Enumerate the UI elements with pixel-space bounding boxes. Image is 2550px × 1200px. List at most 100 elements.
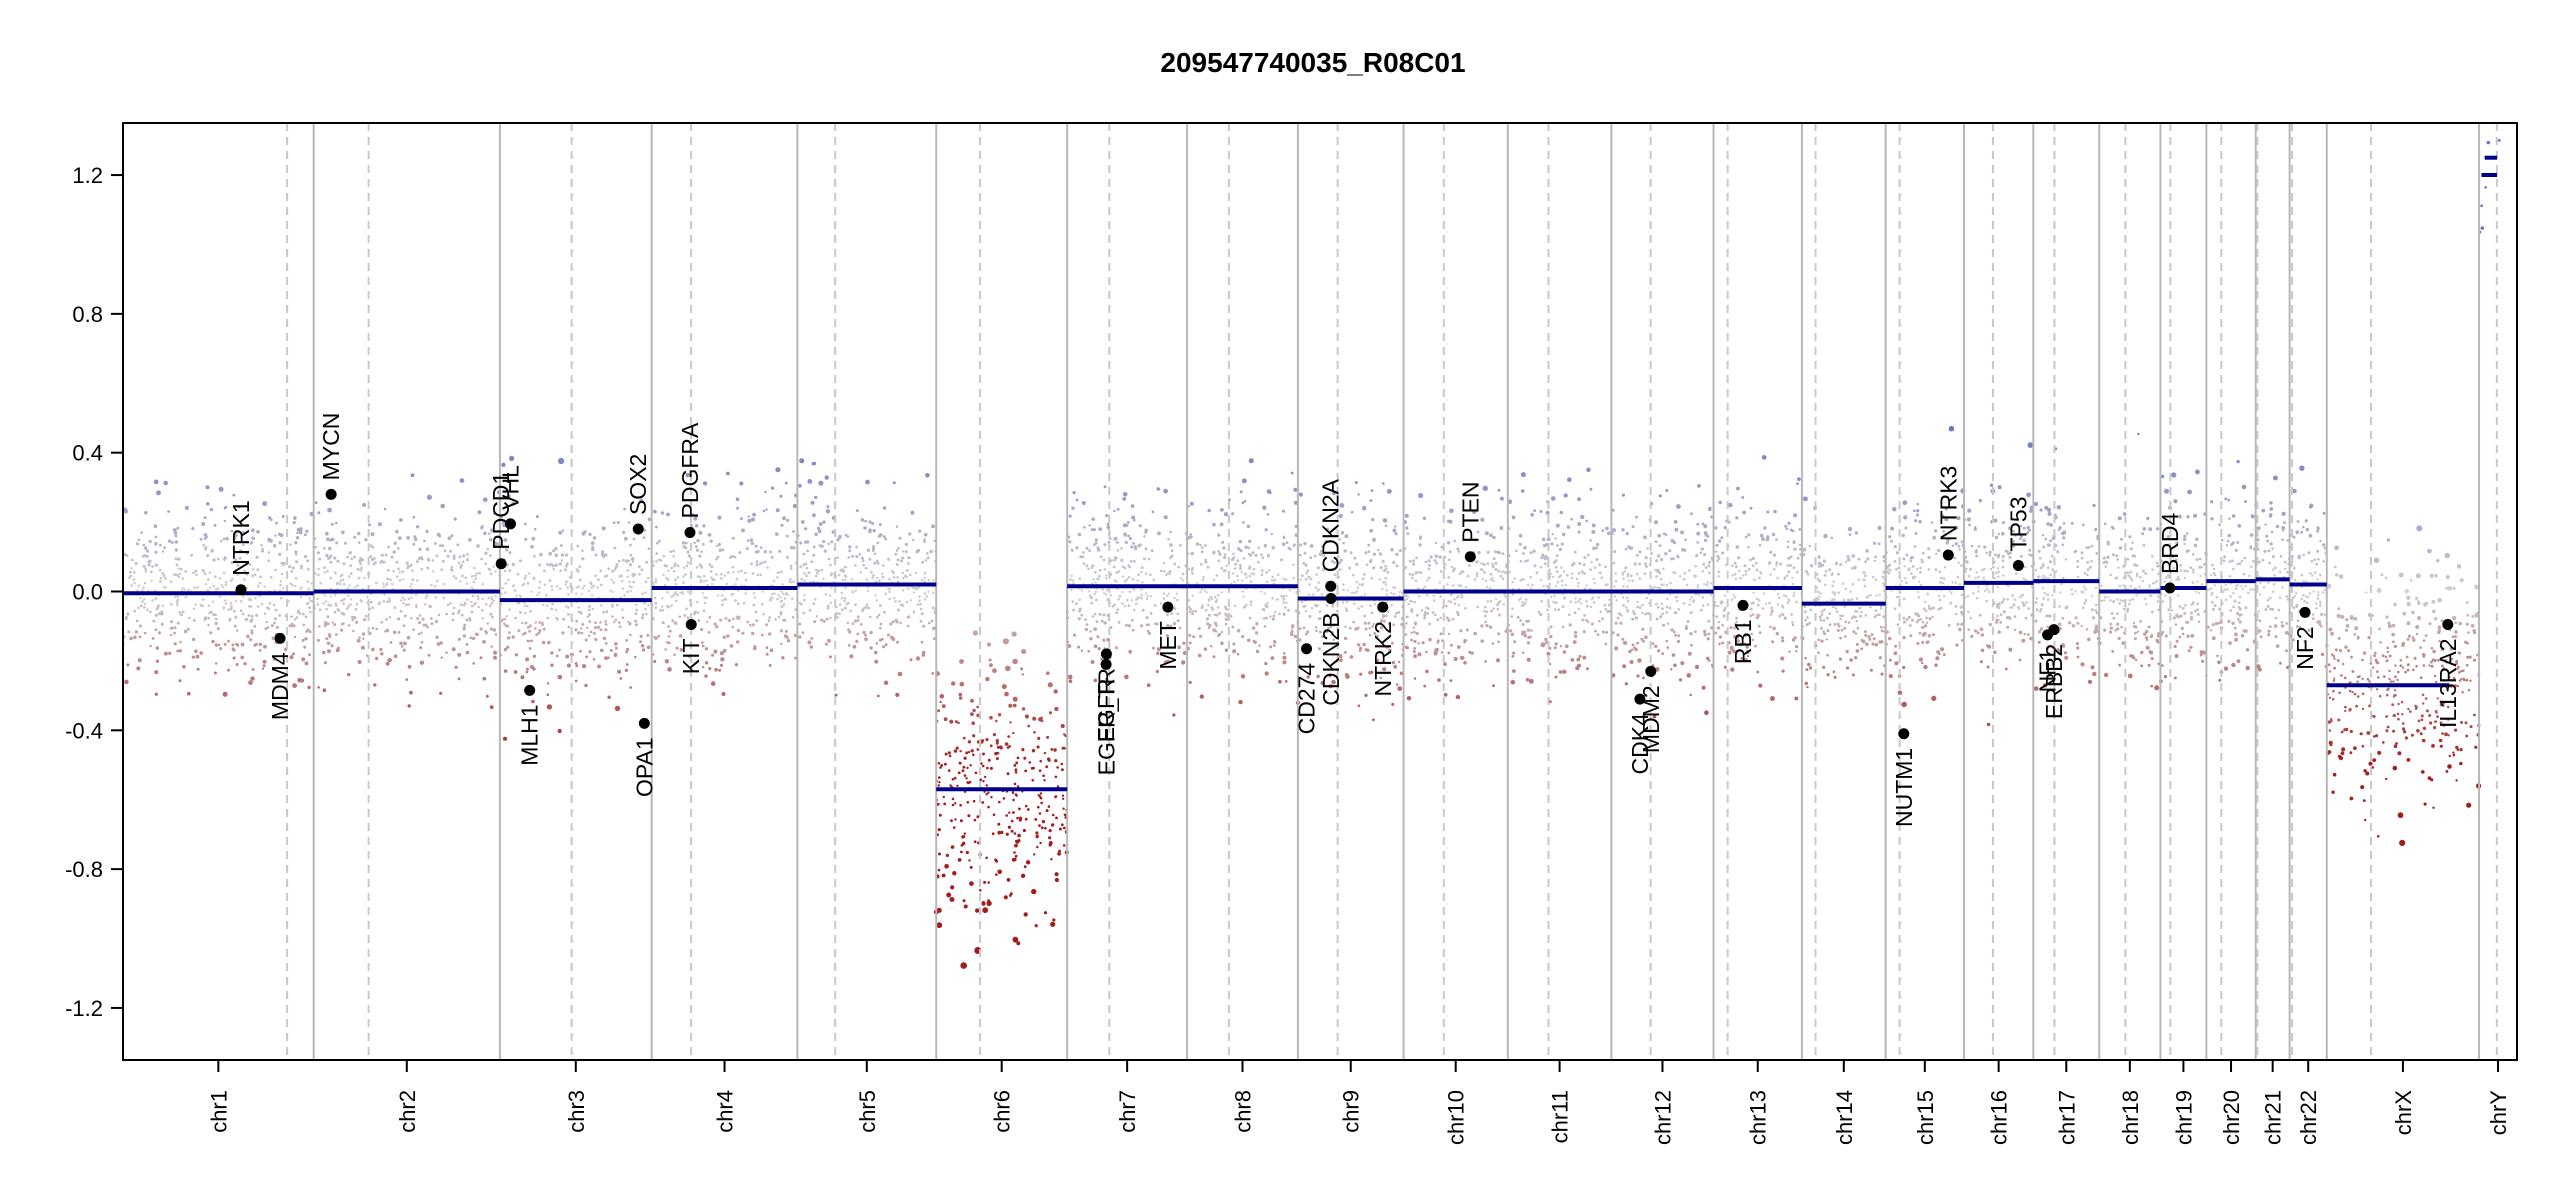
gene-point-EGFR xyxy=(1100,658,1112,670)
gene-point-VHL xyxy=(504,518,516,530)
gene-KIT: KIT xyxy=(678,618,704,674)
gene-label-MYCN: MYCN xyxy=(318,413,344,481)
gene-label-MLH1: MLH1 xyxy=(517,704,543,765)
x-tick-label-chr15: chr15 xyxy=(1913,1090,1938,1145)
probe-dots-chr16 xyxy=(1962,442,2035,727)
gene-point-CDKN2A xyxy=(1325,580,1337,592)
y-tick-label: -1.2 xyxy=(65,996,103,1021)
gene-point-MDM4 xyxy=(274,632,286,644)
gene-NF2: NF2 xyxy=(2292,606,2318,670)
gene-CDKN2A: CDKN2A xyxy=(1318,478,1344,592)
gene-MLH1: MLH1 xyxy=(517,684,543,766)
probe-dots-chr4 xyxy=(650,467,798,696)
gene-label-PDCD1: PDCD1 xyxy=(488,472,514,550)
gene-point-KIT xyxy=(685,618,697,630)
gene-RB1: RB1 xyxy=(1730,599,1756,664)
x-tick-label-chr13: chr13 xyxy=(1746,1090,1771,1145)
gene-CD274: CD274 xyxy=(1294,643,1320,734)
gene-label-NF2: NF2 xyxy=(2292,626,2318,669)
y-tick-label: 0.0 xyxy=(72,580,103,605)
gene-point-PDCD1 xyxy=(495,558,507,570)
gene-NTRK1: NTRK1 xyxy=(228,500,254,596)
gene-label-PTEN: PTEN xyxy=(1457,481,1483,542)
gene-label-MDM4: MDM4 xyxy=(267,652,293,720)
gene-point-PTEN xyxy=(1464,551,1476,563)
x-tick-label-chr10: chr10 xyxy=(1444,1090,1469,1145)
gene-label-BRD4: BRD4 xyxy=(2157,512,2183,574)
gene-point-PDGFRA xyxy=(684,527,696,539)
gene-label-NTRK2: NTRK2 xyxy=(1370,621,1396,696)
gene-NTRK2: NTRK2 xyxy=(1370,601,1396,697)
gene-point-MYCN xyxy=(325,488,337,500)
gene-point-ERBB2 xyxy=(2048,624,2060,636)
probe-dots-chr8 xyxy=(1186,458,1299,705)
segments-layer xyxy=(123,155,2498,792)
gene-point-BRD4 xyxy=(2164,582,2176,594)
gene-point-SOX2 xyxy=(632,523,644,535)
x-tick-label-chrY: chrY xyxy=(2486,1090,2511,1136)
y-tick-label: -0.8 xyxy=(65,857,103,882)
y-axis: -1.2 -0.8 -0.4 0.0 0.4 0.8 1.2 xyxy=(65,163,123,1021)
gene-point-EGFR_TR xyxy=(1100,648,1112,660)
gene-label-EGFR_TR: EGFR_TR xyxy=(1093,668,1119,775)
x-tick-label-chr16: chr16 xyxy=(1987,1090,2012,1145)
y-tick-label: 0.4 xyxy=(72,441,103,466)
probe-dots-chr2 xyxy=(312,473,502,709)
gene-label-OPA1: OPA1 xyxy=(631,737,657,797)
gene-point-CDKN2B xyxy=(1325,592,1337,604)
probe-dots-chr7 xyxy=(1065,485,1189,717)
gene-label-MDM2: MDM2 xyxy=(1638,685,1664,753)
gene-BRD4: BRD4 xyxy=(2157,512,2183,594)
gene-PTEN: PTEN xyxy=(1457,481,1483,563)
gene-label-CDKN2A: CDKN2A xyxy=(1318,478,1344,572)
gene-MET: MET xyxy=(1155,601,1181,670)
probe-dots-chr18 xyxy=(2097,432,2162,691)
gene-label-SOX2: SOX2 xyxy=(625,454,651,515)
gene-MYCN: MYCN xyxy=(318,413,344,500)
y-tick-label: -0.4 xyxy=(65,718,103,743)
gene-NF1: NF1 xyxy=(2035,629,2061,692)
gene-label-PDGFRA: PDGFRA xyxy=(677,422,703,519)
probe-dots-chr13 xyxy=(1713,455,1803,701)
x-tick-label-chr1: chr1 xyxy=(206,1090,231,1133)
gene-label-KIT: KIT xyxy=(678,638,704,674)
probe-dots-chr21 xyxy=(2254,475,2292,672)
x-tick-label-chr5: chr5 xyxy=(855,1090,880,1133)
gene-label-NUTM1: NUTM1 xyxy=(1891,748,1917,827)
gene-NTRK3: NTRK3 xyxy=(1935,466,1961,561)
gene-point-OPA1 xyxy=(638,717,650,729)
gene-label-VHL: VHL xyxy=(497,465,523,510)
x-tick-label-chr6: chr6 xyxy=(990,1090,1015,1133)
gene-PDGFRA: PDGFRA xyxy=(677,422,703,539)
gene-label-ERBB2: ERBB2 xyxy=(2041,644,2067,719)
gene-point-NF2 xyxy=(2299,606,2311,618)
probe-dots-chr19 xyxy=(2159,469,2208,684)
gene-label-IL13RA2: IL13RA2 xyxy=(2435,638,2461,728)
x-tick-label-chr17: chr17 xyxy=(2054,1090,2079,1145)
x-tick-label-chr7: chr7 xyxy=(1115,1090,1140,1133)
gene-EGFR_TR: EGFR_TR xyxy=(1093,648,1119,775)
gene-CDKN2B: CDKN2B xyxy=(1318,592,1344,706)
gene-EGFR: EGFR xyxy=(1093,658,1119,742)
x-tick-label-chr21: chr21 xyxy=(2261,1090,2286,1145)
gene-MDM2: MDM2 xyxy=(1638,665,1664,753)
gene-MDM4: MDM4 xyxy=(267,632,293,720)
y-tick-label: 1.2 xyxy=(72,163,103,188)
probe-dots-chr5 xyxy=(796,458,938,698)
gene-label-TP53: TP53 xyxy=(2005,496,2031,551)
gene-label-NTRK3: NTRK3 xyxy=(1935,466,1961,541)
gene-OPA1: OPA1 xyxy=(631,717,657,797)
x-axis: chr1 chr2 chr3 chr4 chr5 chr6 chr7 chr8 chr9 chr1… xyxy=(206,1060,2511,1145)
gene-SOX2: SOX2 xyxy=(625,454,651,535)
probe-dots-chr9 xyxy=(1295,481,1405,722)
gene-VHL: VHL xyxy=(497,465,523,530)
gene-NUTM1: NUTM1 xyxy=(1891,728,1917,827)
probe-dots-chr6 xyxy=(933,630,1069,969)
x-tick-label-chr12: chr12 xyxy=(1650,1090,1675,1145)
chart-title: 209547740035_R08C01 xyxy=(1160,47,1465,78)
gene-point-NUTM1 xyxy=(1898,728,1910,740)
chromosome-boundaries-layer xyxy=(286,123,2498,1060)
gene-label-CDK4: CDK4 xyxy=(1627,713,1653,775)
gene-point-NTRK3 xyxy=(1942,549,1954,561)
